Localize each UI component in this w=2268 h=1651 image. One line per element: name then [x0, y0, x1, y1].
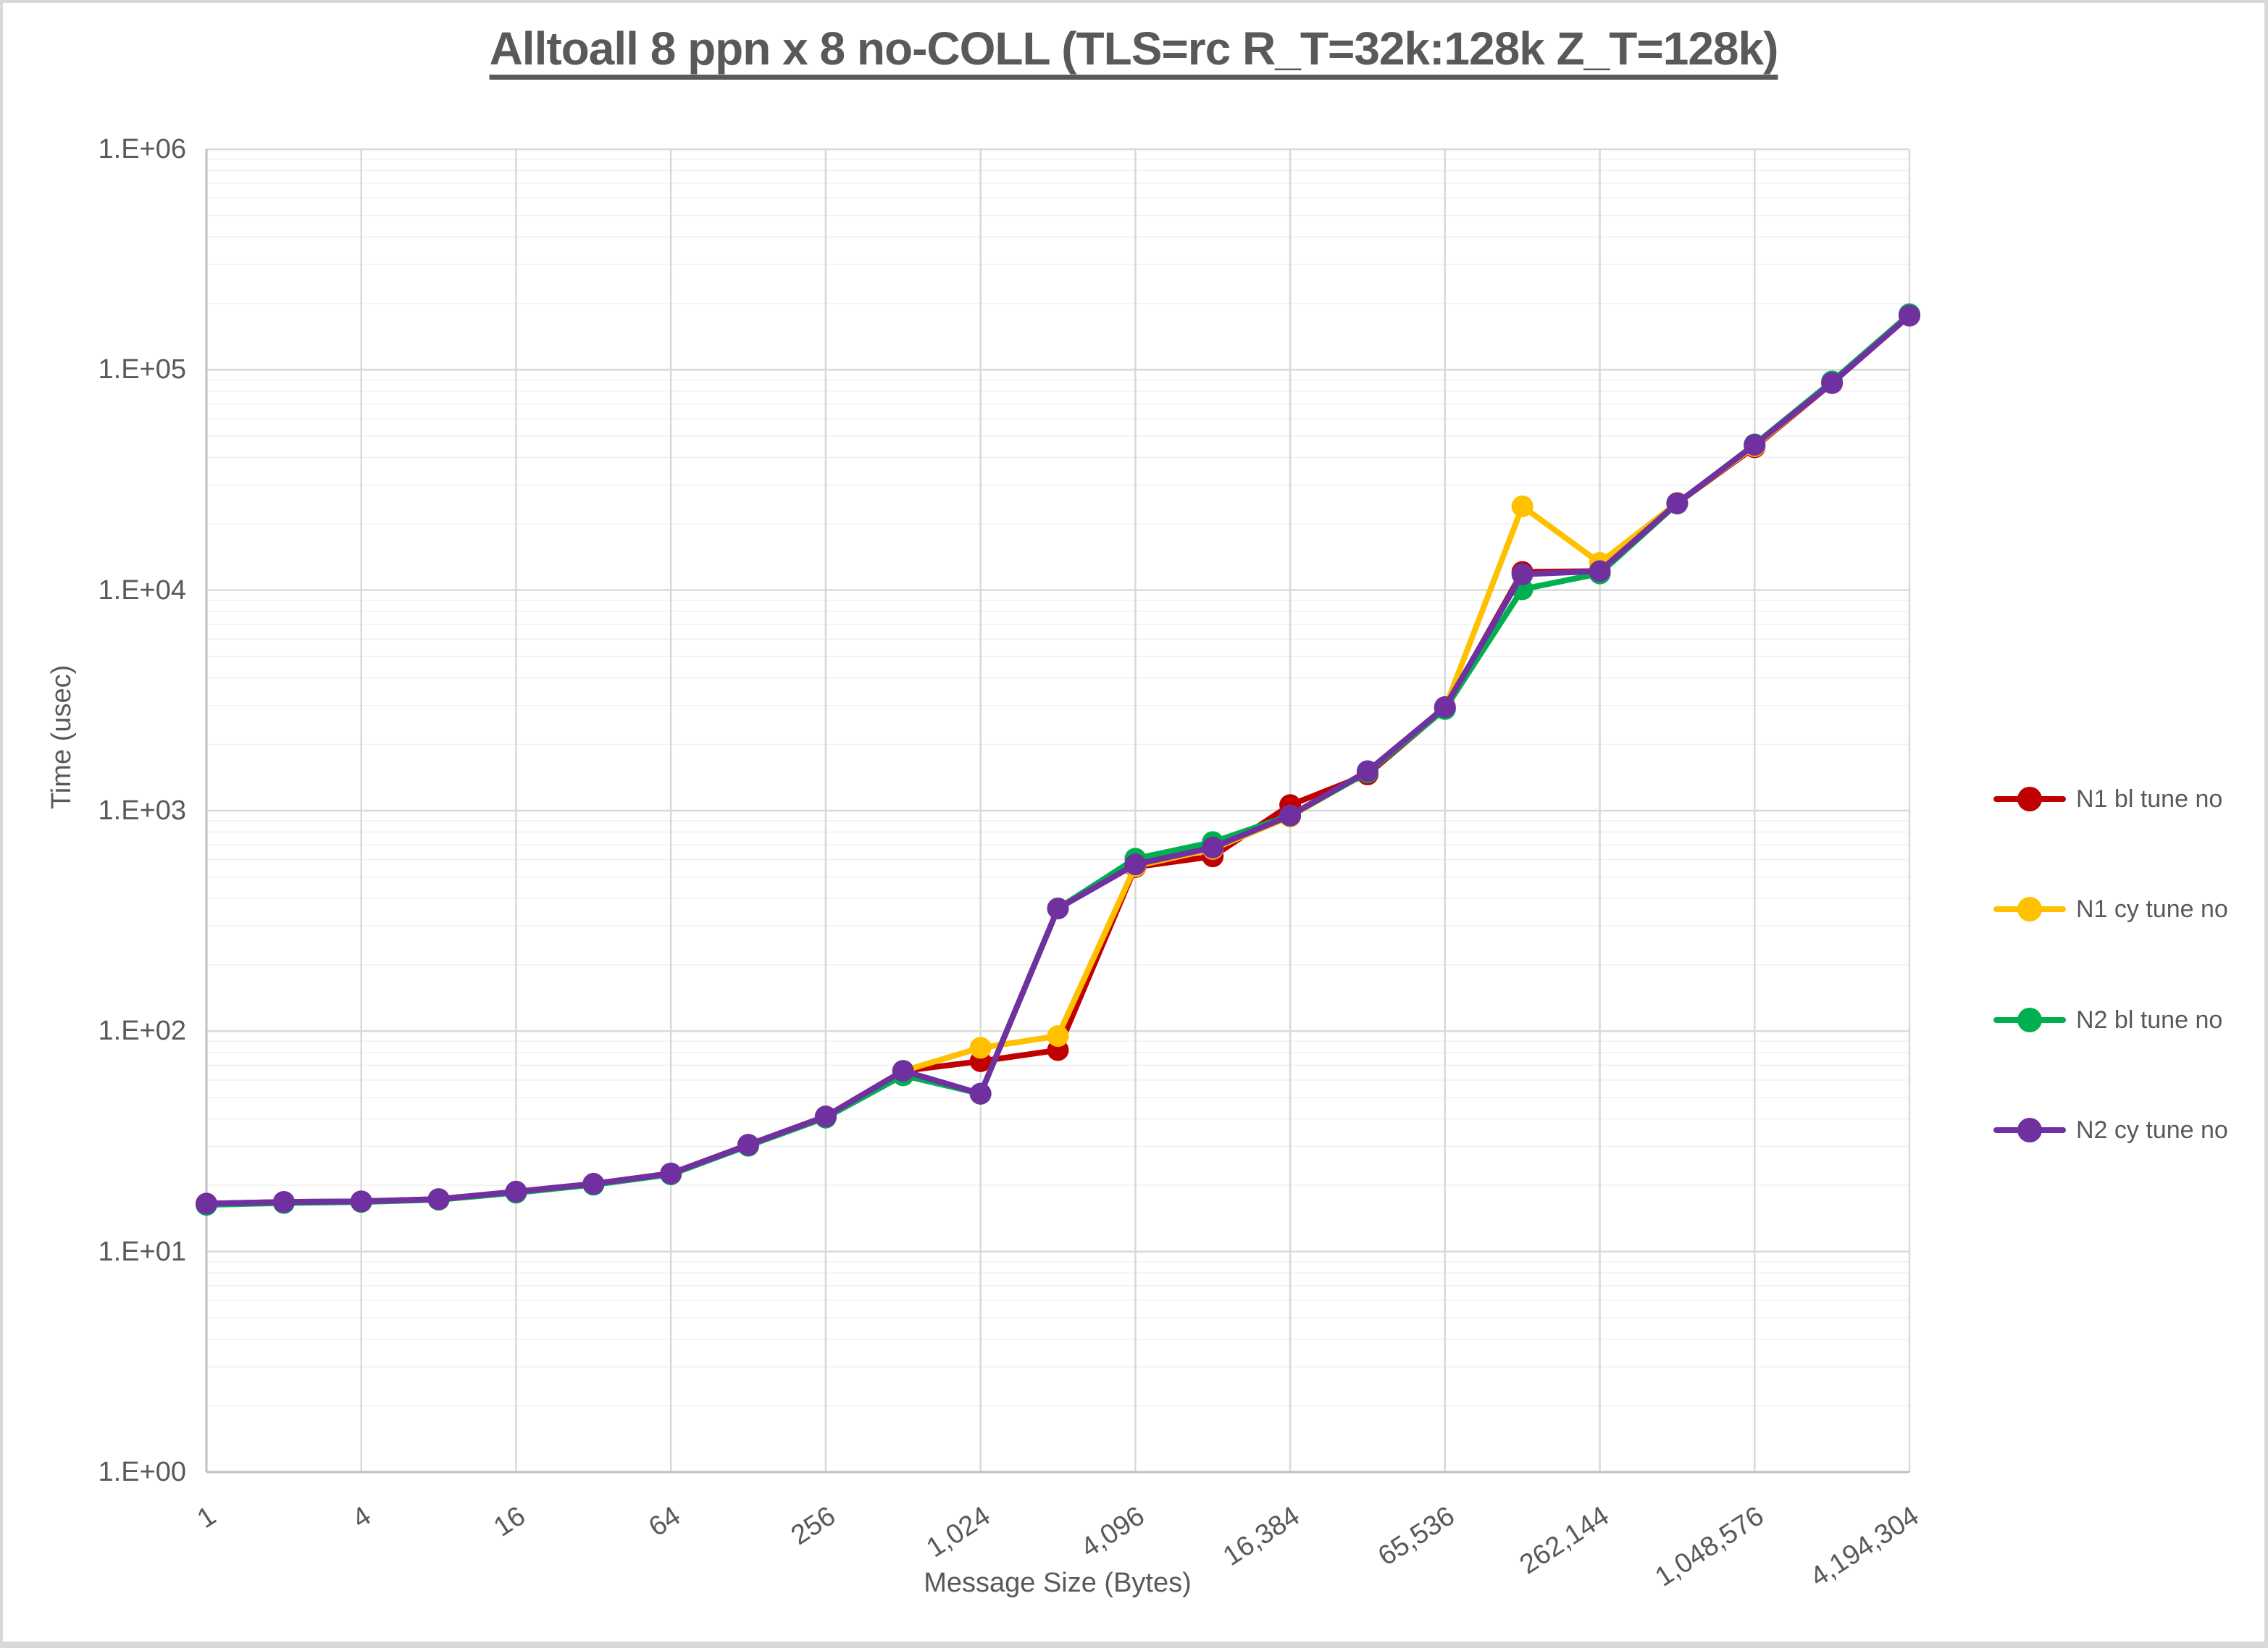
series-marker-n2-cy-tune-no	[737, 1134, 760, 1156]
legend-item-n1-cy-tune-no: N1 cy tune no	[1993, 887, 2228, 931]
series-marker-n2-cy-tune-no	[1124, 853, 1147, 876]
series-line-n2-bl-tune-no	[204, 311, 1912, 1208]
series-marker-n1-cy-tune-no	[969, 1037, 992, 1059]
series-marker-n2-cy-tune-no	[1356, 760, 1378, 782]
legend-dot	[2017, 787, 2042, 811]
series-marker-n2-cy-tune-no	[1434, 696, 1456, 719]
x-axis-title: Message Size (Bytes)	[924, 1568, 1192, 1598]
series-marker-n2-cy-tune-no	[1047, 898, 1069, 920]
y-tick-label: 1.E+04	[98, 574, 187, 606]
legend-label: N2 cy tune no	[2076, 1116, 2228, 1144]
series-marker-n2-cy-tune-no	[1899, 304, 1920, 327]
y-tick-label: 1.E+06	[98, 134, 187, 164]
legend-marker-icon	[1993, 1108, 2066, 1152]
y-tick-label: 1.E+05	[98, 354, 187, 385]
series-marker-n2-cy-tune-no	[427, 1188, 450, 1211]
series-marker-n2-cy-tune-no	[892, 1060, 914, 1082]
series-marker-n1-cy-tune-no	[1511, 495, 1533, 517]
series-marker-n2-cy-tune-no	[505, 1180, 527, 1203]
series-line-n2-cy-tune-no	[204, 312, 1912, 1207]
legend: N1 bl tune no N1 cy tune no N2 bl tune no N…	[1993, 777, 2228, 1144]
legend-label: N1 bl tune no	[2076, 785, 2223, 813]
series-marker-n2-cy-tune-no	[1666, 492, 1689, 514]
series-line-n1-cy-tune-no	[204, 312, 1912, 1208]
legend-dot	[2017, 1118, 2042, 1142]
series-marker-n2-cy-tune-no	[582, 1173, 605, 1195]
legend-marker-icon	[1993, 998, 2066, 1042]
y-tick-label: 1.E+00	[98, 1457, 187, 1487]
series-marker-n2-cy-tune-no	[660, 1162, 682, 1184]
y-tick-label: 1.E+02	[98, 1016, 187, 1047]
legend-marker-icon	[1993, 887, 2066, 931]
series-marker-n2-cy-tune-no	[196, 1192, 217, 1215]
series-marker-n2-cy-tune-no	[1202, 836, 1224, 858]
series-marker-n2-cy-tune-no	[1279, 804, 1302, 827]
legend-dot	[2017, 897, 2042, 921]
series-marker-n1-cy-tune-no	[1047, 1025, 1069, 1048]
legend-dot	[2017, 1008, 2042, 1032]
series-marker-n2-cy-tune-no	[814, 1105, 837, 1128]
legend-item-n1-bl-tune-no: N1 bl tune no	[1993, 777, 2228, 821]
series-marker-n2-cy-tune-no	[1821, 372, 1844, 394]
series-marker-n2-cy-tune-no	[1511, 563, 1533, 585]
series-marker-n2-cy-tune-no	[969, 1082, 992, 1105]
plot-area	[196, 148, 1920, 1474]
series-marker-n2-cy-tune-no	[350, 1190, 372, 1213]
legend-label: N2 bl tune no	[2076, 1006, 2223, 1034]
series-marker-n2-cy-tune-no	[1589, 560, 1611, 582]
legend-item-n2-bl-tune-no: N2 bl tune no	[1993, 998, 2228, 1042]
series-marker-n2-cy-tune-no	[1744, 434, 1766, 456]
y-tick-label: 1.E+01	[98, 1236, 187, 1267]
y-axis-title: Time (usec)	[46, 664, 77, 809]
y-tick-label: 1.E+03	[98, 795, 187, 826]
series-marker-n2-cy-tune-no	[272, 1191, 295, 1213]
chart-title: Alltoall 8 ppn x 8 no-COLL (TLS=rc R_T=3…	[489, 22, 1779, 75]
legend-marker-icon	[1993, 777, 2066, 821]
legend-label: N1 cy tune no	[2076, 895, 2228, 923]
series-line-n1-bl-tune-no	[204, 312, 1912, 1207]
legend-item-n2-cy-tune-no: N2 cy tune no	[1993, 1108, 2228, 1152]
